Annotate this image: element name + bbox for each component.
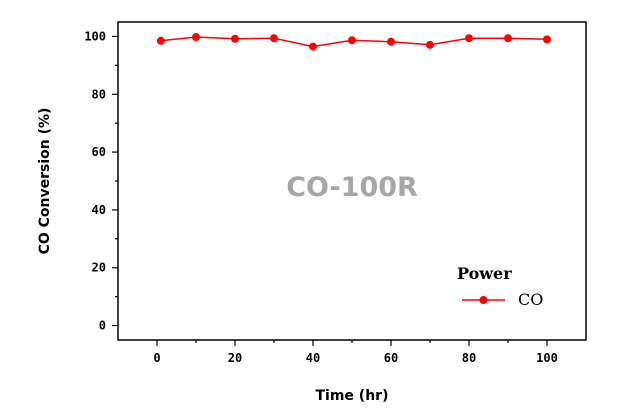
data-point: [192, 33, 200, 42]
data-point: [156, 36, 165, 45]
y-tick-label: 60: [92, 145, 106, 159]
y-tick-label: 100: [84, 29, 106, 43]
data-point: [348, 36, 356, 45]
legend-title: Power: [457, 264, 512, 283]
x-tick-label: 100: [536, 351, 558, 365]
y-tick-label: 0: [99, 319, 106, 333]
y-tick-label: 80: [92, 87, 106, 101]
data-point: [426, 40, 434, 49]
x-tick-label: 0: [153, 351, 160, 365]
series-layer: [156, 33, 551, 51]
data-point: [309, 42, 317, 51]
data-point: [270, 34, 278, 43]
x-tick-label: 40: [306, 351, 320, 365]
y-tick-label: 40: [92, 203, 106, 217]
data-point: [465, 34, 473, 43]
x-tick-label: 60: [384, 351, 398, 365]
y-axis-title: CO Conversion (%): [37, 108, 53, 255]
legend: Power CO: [457, 264, 543, 309]
data-point: [504, 34, 512, 43]
tick-labels: 0 20 40 60 80 100 0 20 40 60 80 100: [84, 29, 558, 365]
x-axis-title: Time (hr): [316, 388, 389, 404]
x-tick-label: 20: [228, 351, 242, 365]
y-tick-label: 20: [92, 261, 106, 275]
legend-label-co: CO: [518, 290, 543, 309]
plot-frame: [117, 21, 587, 341]
data-point: [387, 37, 395, 46]
x-tick-label: 80: [462, 351, 476, 365]
data-point: [543, 35, 551, 44]
annotation-label: CO-100R: [286, 172, 418, 203]
legend-marker-co: [479, 296, 488, 304]
data-point: [231, 34, 239, 43]
